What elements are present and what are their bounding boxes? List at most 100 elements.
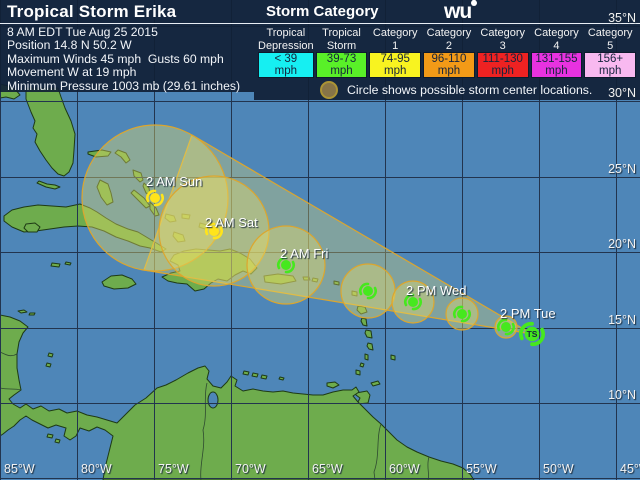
storm-category-header: Storm Category wu (254, 0, 640, 24)
landmass (351, 290, 358, 297)
landmass (132, 169, 144, 183)
storm-position-icon (146, 189, 164, 207)
category-label: Tropical Depression (258, 27, 314, 52)
landmass (242, 370, 250, 376)
landmass (326, 381, 340, 389)
landmass (333, 280, 340, 286)
storm-position-icon (404, 293, 422, 311)
category-label: Category 3 (480, 27, 526, 52)
landmass (114, 149, 131, 164)
category-column: Tropical Storm 39-73 mph (315, 27, 368, 78)
wu-logo-text: wu (444, 0, 472, 23)
forecast-time-label: 2 AM Sun (146, 174, 202, 189)
landmass (311, 277, 319, 283)
category-range-cell: 96-110 mph (423, 52, 475, 78)
landmass (181, 213, 191, 220)
storm-info-line: Minimum Pressure 1003 mb (29.61 inches) (7, 78, 241, 93)
landmass (0, 314, 475, 480)
storm-position-icon (277, 256, 295, 274)
landmass (28, 312, 36, 316)
forecast-time-label: 2 PM Wed (406, 283, 466, 298)
storm-info-line: Maximum Winds 45 mph Gusts 60 mph (7, 51, 224, 66)
landmass (47, 352, 54, 358)
category-label: Category 5 (587, 27, 633, 52)
storm-title: Tropical Storm Erika (0, 0, 254, 24)
landmass (359, 362, 365, 368)
storm-position-icon (497, 318, 515, 336)
country-borders (0, 351, 430, 480)
storm-info-lines: 8 AM EDT Tue Aug 25 2015 Position 14.8 N … (0, 24, 254, 93)
land-masses (0, 83, 475, 480)
category-range-cell: 131-155 mph (530, 52, 583, 78)
cone-outline (143, 134, 533, 335)
storm-position-icon (453, 305, 471, 323)
category-column: Category 4 131-155 mph (530, 27, 583, 78)
country-border (0, 387, 22, 391)
landmass (360, 317, 368, 327)
landmass (130, 189, 151, 209)
weather-underground-logo: wu (444, 0, 490, 23)
category-range-cell: 111-130 mph (476, 52, 529, 78)
category-label: Category 4 (534, 27, 579, 52)
country-border (0, 351, 18, 357)
category-label: Category 1 (372, 27, 418, 52)
storm-category-title: Storm Category (266, 3, 379, 20)
category-label: Category 2 (426, 27, 472, 52)
category-range-cell: 156+ mph (584, 52, 637, 78)
landmass (3, 203, 167, 253)
category-column: Category 1 74-95 mph (369, 27, 422, 78)
landmass (172, 231, 186, 243)
category-range-cell: 39-73 mph (315, 52, 368, 78)
storm-category-scale: Tropical Depression < 39 mph Tropical Storm 39… (254, 24, 640, 78)
category-range-cell: 74-95 mph (369, 52, 422, 78)
landmass (164, 213, 177, 223)
landmass (96, 179, 114, 206)
landmass (46, 433, 54, 439)
cone-legend: Circle shows possible storm center locat… (254, 78, 640, 99)
country-border (373, 423, 382, 480)
category-column: Tropical Depression < 39 mph (258, 27, 314, 78)
storm-info-panel: Tropical Storm Erika 8 AM EDT Tue Aug 25… (0, 0, 254, 93)
landmass (87, 149, 112, 158)
landmass (364, 329, 373, 339)
forecast-point-labels: 2 PM Tue 2 PM Wed 2 AM Fri 2 AM Sat 2 AM Sun (146, 174, 556, 321)
storm-info-line: Position 14.8 N 50.2 W (7, 38, 132, 53)
landmass (50, 262, 61, 268)
storm-info-line: Movement W at 19 mph (7, 65, 137, 80)
forecast-points: TS (146, 189, 546, 347)
current-storm-symbol-text: TS (527, 329, 538, 339)
legend-circle-icon (320, 81, 338, 99)
landmass (45, 362, 52, 368)
storm-position-icon (205, 222, 223, 240)
landmass (25, 87, 76, 177)
category-label: Tropical Storm (322, 27, 361, 52)
landmass (101, 274, 137, 290)
landmass (198, 222, 208, 230)
legend-note: Circle shows possible storm center locat… (347, 83, 593, 97)
category-column: Category 3 111-130 mph (476, 27, 529, 78)
landmass (161, 248, 258, 292)
current-storm-icon: TS (518, 321, 546, 347)
landmass (355, 369, 361, 376)
storm-position-icon (359, 282, 377, 300)
landmass (260, 374, 268, 380)
category-range-cell: < 39 mph (258, 52, 314, 78)
landmass (263, 273, 297, 285)
landmass (36, 180, 61, 190)
forecast-time-label: 2 AM Sat (205, 215, 258, 230)
country-border (200, 382, 208, 480)
lake-maracaibo (207, 391, 219, 409)
landmass (390, 354, 396, 361)
landmass (54, 438, 61, 444)
storm-category-panel: Storm Category wu Tropical Depression < 39… (254, 0, 640, 100)
storm-info-line: 8 AM EDT Tue Aug 25 2015 (7, 25, 158, 39)
forecast-time-label: 2 AM Fri (280, 246, 329, 261)
landmass (278, 376, 285, 381)
forecast-time-label: 2 PM Tue (500, 306, 556, 321)
category-column: Category 5 156+ mph (584, 27, 637, 78)
landmass (251, 372, 259, 378)
landmass (17, 309, 28, 314)
landmass (64, 261, 72, 266)
landmass (370, 380, 381, 387)
